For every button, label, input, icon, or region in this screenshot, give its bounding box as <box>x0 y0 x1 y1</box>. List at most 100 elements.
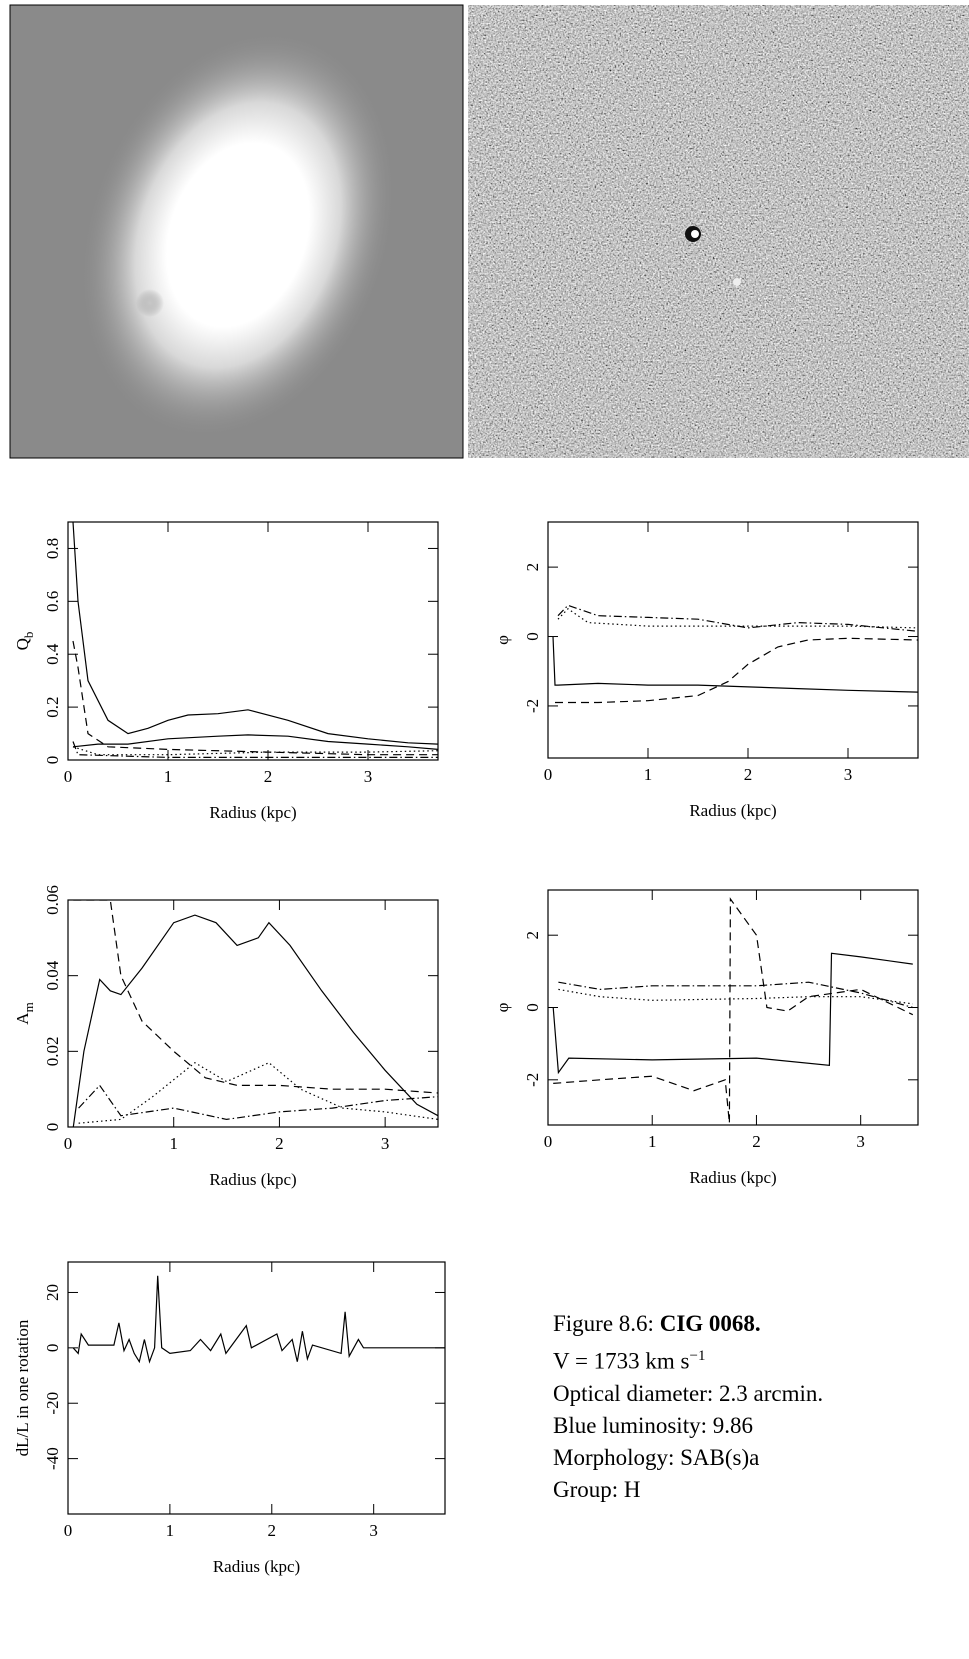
galaxy-name: CIG 0068. <box>659 1311 761 1336</box>
y-tick-label: 0 <box>523 632 542 641</box>
x-tick-label: 3 <box>364 767 373 786</box>
y-tick-label: 0 <box>43 756 62 765</box>
plot: 0 1 2 3 -40 -20 0 20 Radius (kpc) dL/L in one rot… <box>13 1261 446 1576</box>
plot: 0 1 2 3 0 0.02 0.04 0.06 Radius (kpc) Am <box>13 885 439 1189</box>
x-tick-label: 2 <box>268 1521 277 1540</box>
y-axis-label-main: A <box>13 1012 32 1025</box>
plot-frame <box>547 521 919 759</box>
data-line <box>557 604 918 632</box>
lines <box>552 604 918 704</box>
plot-frame <box>67 521 439 761</box>
x-tick-label: 2 <box>275 1134 284 1153</box>
lines <box>552 897 914 1124</box>
y-tick-label: 0 <box>43 1344 62 1353</box>
lines <box>72 522 438 758</box>
caption-title: Figure 8.6: CIG 0068. <box>553 1308 823 1340</box>
caption-line: Optical diameter: 2.3 arcmin. <box>553 1380 824 1406</box>
x-tick-label: 1 <box>644 765 653 784</box>
velocity: V = 1733 km s−1 <box>553 1340 823 1378</box>
lines <box>72 1275 445 1364</box>
data-line <box>552 952 913 1075</box>
velocity-text: V = 1733 km s <box>553 1348 690 1374</box>
x-tick-label: 1 <box>166 1521 175 1540</box>
x-tick-label: 2 <box>264 767 273 786</box>
y-tick-label: 0.06 <box>43 885 62 915</box>
y-tick-label: 0.4 <box>43 643 62 665</box>
y-tick-label: -2 <box>523 699 542 713</box>
y-tick-label: -40 <box>43 1447 62 1470</box>
y-tick-label: -20 <box>43 1392 62 1415</box>
caption-line: Blue luminosity: 9.86 <box>553 1412 753 1438</box>
x-axis-label: Radius (kpc) <box>209 1170 296 1189</box>
y-axis-label: dL/L in one rotation <box>13 1319 32 1456</box>
y-tick-label: 2 <box>523 931 542 940</box>
data-line <box>553 897 914 1124</box>
lines <box>72 900 438 1127</box>
x-axis-label: Radius (kpc) <box>213 1557 300 1576</box>
caption-line: Morphology: SAB(s)a <box>553 1444 760 1470</box>
data-line <box>555 637 918 704</box>
caption-line: Group: H <box>553 1476 641 1502</box>
y-tick-label: 0.04 <box>43 960 62 990</box>
caption: Figure 8.6: CIG 0068. V = 1733 km s−1 Op… <box>553 1308 823 1506</box>
data-line <box>73 900 438 1094</box>
x-tick-label: 1 <box>164 767 173 786</box>
plot-frame <box>67 1261 446 1515</box>
plot-frame <box>67 899 439 1128</box>
x-axis-label: Radius (kpc) <box>689 1168 776 1187</box>
x-tick-label: 0 <box>64 1134 73 1153</box>
x-tick-label: 3 <box>369 1521 378 1540</box>
y-tick-label: 20 <box>43 1284 62 1301</box>
x-tick-label: 3 <box>844 765 853 784</box>
data-line <box>558 988 913 1005</box>
y-tick-label: 0.02 <box>43 1036 62 1066</box>
figure-label: Figure 8.6: <box>553 1311 654 1336</box>
data-line <box>78 1084 438 1121</box>
x-tick-label: 2 <box>744 765 753 784</box>
y-tick-label: 0.6 <box>43 591 62 612</box>
y-axis-label-main: φ <box>493 1002 512 1012</box>
x-tick-label: 3 <box>856 1132 865 1151</box>
y-tick-label: 0 <box>43 1123 62 1132</box>
data-line <box>72 734 438 750</box>
residual-image <box>468 5 969 458</box>
y-axis-label-main: Q <box>13 638 32 650</box>
x-tick-label: 1 <box>169 1134 178 1153</box>
x-tick-label: 1 <box>648 1132 657 1151</box>
x-tick-label: 0 <box>64 767 73 786</box>
velocity-unit-exp: −1 <box>689 1348 706 1364</box>
plot: 0 1 2 3 -2 0 2 Radius (kpc) φ <box>493 521 919 820</box>
galaxy-image <box>9 4 464 459</box>
y-axis-label-main: dL/L in one rotation <box>13 1319 32 1456</box>
y-tick-label: 0.2 <box>43 696 62 717</box>
x-axis-label: Radius (kpc) <box>689 801 776 820</box>
data-line <box>552 636 918 693</box>
y-axis-label: φ <box>493 1002 512 1012</box>
plot-frame <box>547 889 919 1126</box>
data-line <box>72 914 438 1127</box>
y-axis-label: φ <box>493 635 512 645</box>
y-tick-label: 0 <box>523 1003 542 1012</box>
plot: 0 1 2 3 -2 0 2 Radius (kpc) φ <box>493 889 919 1187</box>
x-tick-label: 2 <box>752 1132 761 1151</box>
data-line <box>72 522 438 745</box>
data-line <box>558 981 913 1009</box>
y-axis-label: Am <box>13 1002 36 1024</box>
data-line <box>557 608 918 629</box>
y-tick-label: -2 <box>523 1073 542 1087</box>
x-tick-label: 0 <box>64 1521 73 1540</box>
x-tick-label: 0 <box>544 1132 553 1151</box>
plot: 0 1 2 3 0 0.2 0.4 0.6 0.8 Radius (kpc) Qb <box>13 521 439 822</box>
y-axis-label-sub: b <box>21 632 36 639</box>
data-line <box>72 640 438 756</box>
y-tick-label: 0.8 <box>43 538 62 559</box>
y-axis-label: Qb <box>13 632 36 651</box>
y-axis-label-sub: m <box>21 1002 36 1012</box>
x-axis-label: Radius (kpc) <box>209 803 296 822</box>
x-tick-label: 0 <box>544 765 553 784</box>
y-tick-label: 2 <box>523 563 542 572</box>
data-line <box>72 741 438 758</box>
y-axis-label-main: φ <box>493 635 512 645</box>
